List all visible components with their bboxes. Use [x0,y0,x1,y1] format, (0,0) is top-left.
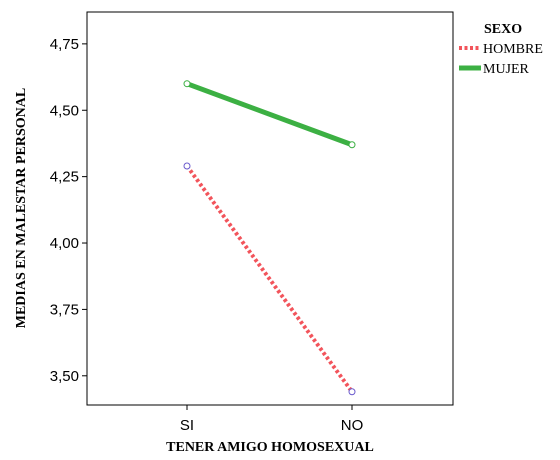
y-tick-label: 4,00 [50,235,79,252]
y-tick-label: 3,75 [50,301,79,318]
legend-items: HOMBRE MUJER [459,42,543,77]
series-line-mujer [186,81,353,148]
y-tick-label: 4,50 [50,102,79,119]
legend-label-hombre: HOMBRE [483,42,543,57]
data-point-hombre [348,388,356,396]
y-tick-label: 4,25 [50,169,79,186]
x-axis-title: TENER AMIGO HOMOSEXUAL [166,440,374,455]
plot-frame [86,11,454,406]
y-axis-ticks: 3,50 3,75 4,00 4,25 4,50 4,75 [50,36,87,385]
legend-label-mujer: MUJER [483,62,530,77]
data-point-mujer [183,80,191,88]
y-tick-label: 4,75 [50,36,79,53]
x-tick-label: NO [341,417,364,434]
legend-title: SEXO [484,22,522,37]
y-tick-label: 3,50 [50,368,79,385]
series-layer [183,80,356,396]
data-point-mujer [348,141,356,149]
series-mujer [183,80,356,149]
series-hombre [183,162,356,396]
legend: SEXO HOMBRE MUJER [459,22,543,77]
y-axis-title: MEDIAS EN MALESTAR PERSONAL [14,88,29,329]
x-tick-label: SI [180,417,194,434]
x-axis-ticks: SI NO [180,405,363,434]
series-line-hombre [185,164,354,393]
data-point-hombre [183,162,191,170]
